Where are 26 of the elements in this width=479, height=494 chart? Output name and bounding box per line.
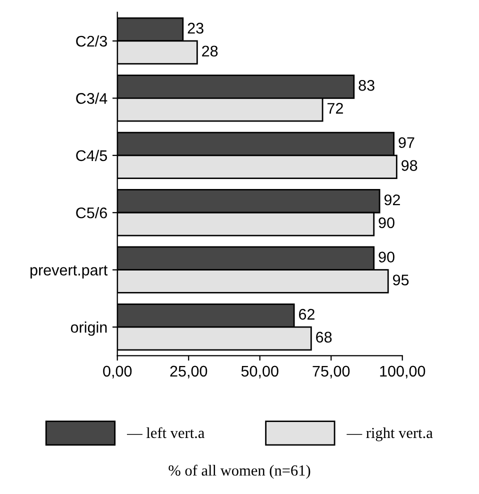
legend-label: — left vert.a (126, 427, 204, 438)
data-label: 92 (384, 194, 400, 206)
data-label: 68 (316, 332, 332, 343)
data-label: 95 (392, 274, 409, 286)
x-tick-label: 50,00 (241, 366, 278, 378)
y-tick-label: C5/6 (76, 207, 107, 218)
x-tick-label: 100,00 (380, 366, 426, 378)
data-label: 90 (378, 217, 394, 228)
x-tick-label: 75,00 (312, 366, 350, 378)
data-label: 62 (299, 308, 314, 320)
y-tick-label: C4/5 (76, 150, 107, 162)
data-label: 90 (378, 252, 394, 263)
data-label: 28 (202, 46, 218, 57)
y-tick-label: C3/4 (76, 92, 108, 104)
data-label: 83 (358, 80, 374, 91)
data-label: 97 (398, 137, 414, 148)
data-label: 98 (402, 160, 418, 171)
y-tick-label: prevert.part (30, 266, 108, 279)
y-tick-label: C2/3 (76, 35, 107, 47)
x-tick-label: 25,00 (170, 366, 208, 378)
x-tick-label: 0,00 (103, 366, 132, 378)
text: % of all women (n=61) (168, 464, 310, 479)
legend-label: — right vert.a (346, 427, 433, 442)
y-tick-label: origin (70, 322, 107, 336)
data-label: 23 (188, 22, 204, 34)
data-label: 72 (328, 102, 343, 114)
